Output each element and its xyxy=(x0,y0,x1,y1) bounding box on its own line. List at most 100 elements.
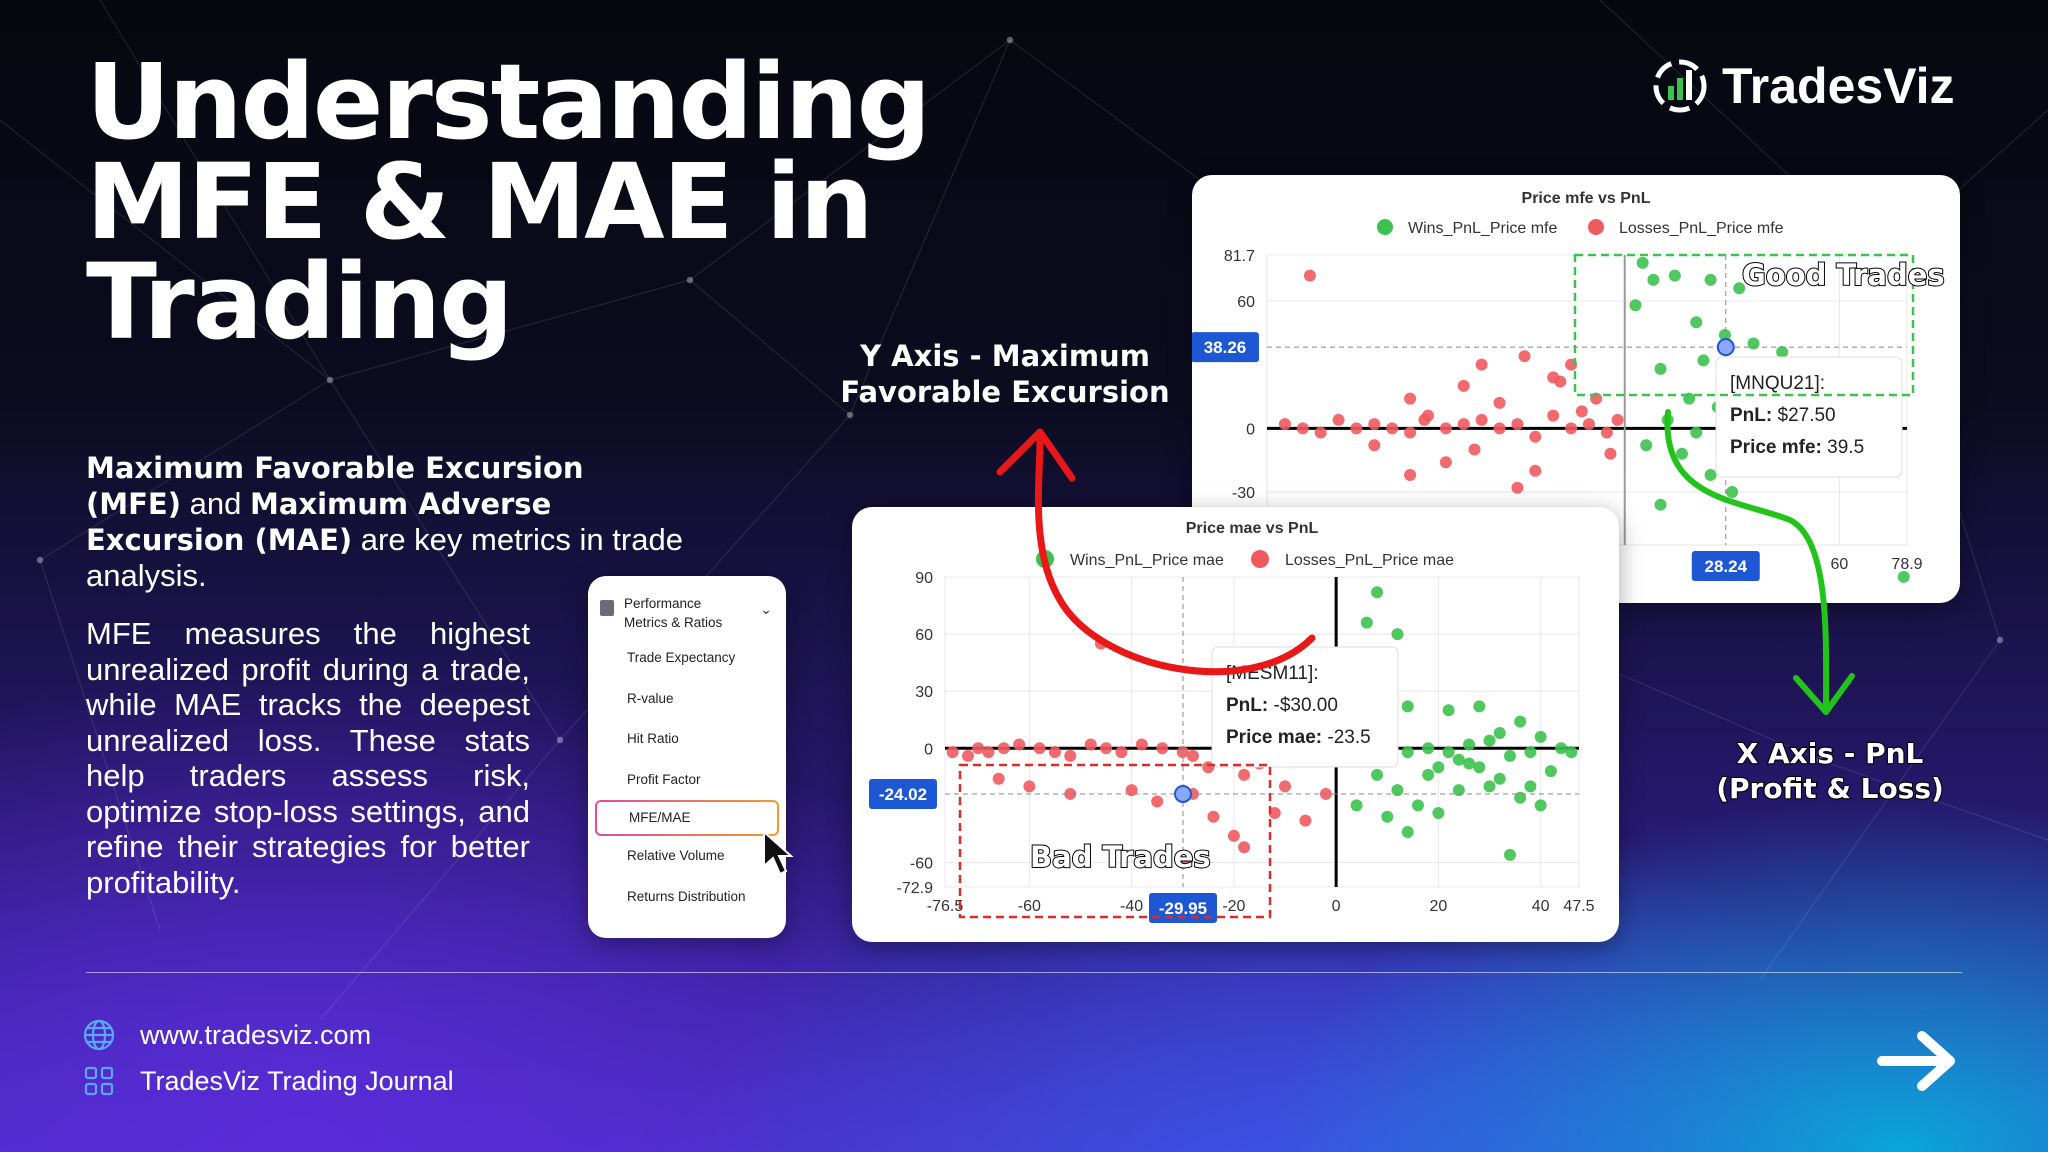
loss-point xyxy=(1100,742,1113,755)
x-tick-label: -40 xyxy=(1120,898,1143,915)
loss-point xyxy=(946,746,959,759)
menu-item-r-value[interactable]: R-value xyxy=(627,690,674,706)
win-point xyxy=(1463,738,1476,751)
footer-journal[interactable]: TradesViz Trading Journal xyxy=(82,1064,454,1098)
legend-win-label: Wins_PnL_Price mfe xyxy=(1408,220,1557,237)
menu-item-trade-expectancy[interactable]: Trade Expectancy xyxy=(627,650,736,665)
title-line-1: Understanding xyxy=(86,41,931,163)
tooltip-pnl: PnL: -$30.00 xyxy=(1226,695,1338,716)
good-trades-box xyxy=(1573,253,1915,397)
y-tick-label: 81.7 xyxy=(1224,248,1255,265)
footer-website[interactable]: www.tradesviz.com xyxy=(82,1018,371,1052)
win-point xyxy=(1360,616,1373,629)
win-point xyxy=(1432,806,1445,819)
win-point xyxy=(1483,734,1496,747)
win-point xyxy=(1534,799,1547,812)
red-arrow-head xyxy=(996,428,1076,482)
x-axis-callout: X Axis - PnL (Profit & Loss) xyxy=(1715,736,1945,806)
loss-point xyxy=(1386,422,1399,435)
loss-point xyxy=(1575,405,1588,418)
win-point xyxy=(1629,299,1642,312)
loss-point xyxy=(1033,742,1046,755)
website-link[interactable]: www.tradesviz.com xyxy=(140,1019,372,1050)
intro-connector: and xyxy=(189,486,242,521)
globe-icon xyxy=(83,1019,115,1051)
loss-point xyxy=(1151,795,1164,808)
loss-point xyxy=(1547,409,1560,422)
loss-point xyxy=(1227,829,1240,842)
loss-point xyxy=(1084,738,1097,751)
menu-item-returns-distribution[interactable]: Returns Distribution xyxy=(627,888,746,904)
win-point xyxy=(1690,426,1703,439)
legend-win-label: Wins_PnL_Price mae xyxy=(1070,552,1224,569)
mfe-scatter-chart: Price mfe vs PnL Wins_PnL_Price mfe Loss… xyxy=(1192,190,1923,583)
loss-point xyxy=(1475,358,1488,371)
loss-point xyxy=(1404,426,1417,439)
loss-point xyxy=(1368,439,1381,452)
win-point xyxy=(1640,439,1653,452)
loss-point xyxy=(992,772,1005,785)
x-tick-label: 78.9 xyxy=(1891,556,1922,573)
chevron-down-icon[interactable]: ⌄ xyxy=(760,602,772,618)
loss-point xyxy=(1600,426,1613,439)
loss-point xyxy=(1303,269,1316,282)
win-point xyxy=(1544,765,1557,778)
win-point xyxy=(1747,337,1760,350)
loss-point xyxy=(1238,841,1251,854)
win-point xyxy=(1718,328,1731,341)
y-tick-label: -30 xyxy=(1232,485,1255,502)
loss-point xyxy=(1457,418,1470,431)
win-point xyxy=(1697,354,1710,367)
menu-item-relative-volume[interactable]: Relative Volume xyxy=(627,848,725,863)
loss-point xyxy=(997,742,1010,755)
tooltip-symbol: [MNQU21]: xyxy=(1730,373,1825,394)
loss-point xyxy=(1565,422,1578,435)
legend-loss-label: Losses_PnL_Price mae xyxy=(1285,552,1454,569)
menu-header[interactable]: Performance Metrics & Ratios ⌄ xyxy=(588,594,786,632)
y-tick-label: -72.9 xyxy=(897,880,934,897)
win-point xyxy=(1897,570,1910,583)
green-curved-arrow xyxy=(1664,409,1830,709)
menu-item-profit-factor[interactable]: Profit Factor xyxy=(627,771,701,787)
intro-tail: are key metrics in trade analysis. xyxy=(86,522,683,593)
x-tick-label: 40 xyxy=(1532,898,1550,915)
brand-logo[interactable]: TradesViz xyxy=(1650,56,1955,116)
loss-point xyxy=(972,742,985,755)
loss-point xyxy=(1404,392,1417,405)
x-tick-label: -20 xyxy=(1222,898,1245,915)
x-tick-label: -60 xyxy=(1018,898,1041,915)
tooltip-metric: Price mfe: 39.5 xyxy=(1730,437,1864,458)
crosshair-x-value: -29.95 xyxy=(1159,899,1207,918)
term-mae: Maximum Adverse Excursion (MAE) xyxy=(86,487,552,557)
win-point xyxy=(1401,746,1414,759)
chart-title: Price mfe vs PnL xyxy=(1522,190,1651,207)
win-point xyxy=(1401,700,1414,713)
win-point xyxy=(1690,316,1703,329)
win-point xyxy=(1654,498,1667,511)
y-tick-label: 60 xyxy=(1237,294,1255,311)
crosshair-y-badge xyxy=(1192,332,1259,363)
loss-point xyxy=(1279,780,1292,793)
loss-point xyxy=(1493,396,1506,409)
win-point xyxy=(1524,780,1537,793)
win-point xyxy=(1452,753,1465,766)
loss-point xyxy=(1611,413,1624,426)
win-point xyxy=(1391,784,1404,797)
loss-point xyxy=(1064,787,1077,800)
win-point xyxy=(1534,730,1547,743)
tooltip: [MNQU21]: PnL: $27.50 Price mfe: 39.5 xyxy=(1715,356,1903,478)
grid-apps-icon xyxy=(84,1066,114,1096)
bad-trades-box xyxy=(958,763,1272,919)
menu-item-hit-ratio[interactable]: Hit Ratio xyxy=(627,731,679,746)
arrow-right-icon[interactable] xyxy=(1874,1026,1964,1096)
red-curved-arrow xyxy=(1034,436,1316,676)
loss-point xyxy=(1439,422,1452,435)
mae-chart-card: Price mae vs PnL Wins_PnL_Price mae Loss… xyxy=(852,507,1619,942)
menu-item-mfe-mae[interactable]: MFE/MAE xyxy=(595,800,779,836)
win-point xyxy=(1371,586,1384,599)
y-tick-label: 90 xyxy=(915,570,933,587)
loss-point xyxy=(1299,814,1312,827)
win-point xyxy=(1503,848,1516,861)
loss-point xyxy=(1268,806,1281,819)
loss-point xyxy=(1207,810,1220,823)
